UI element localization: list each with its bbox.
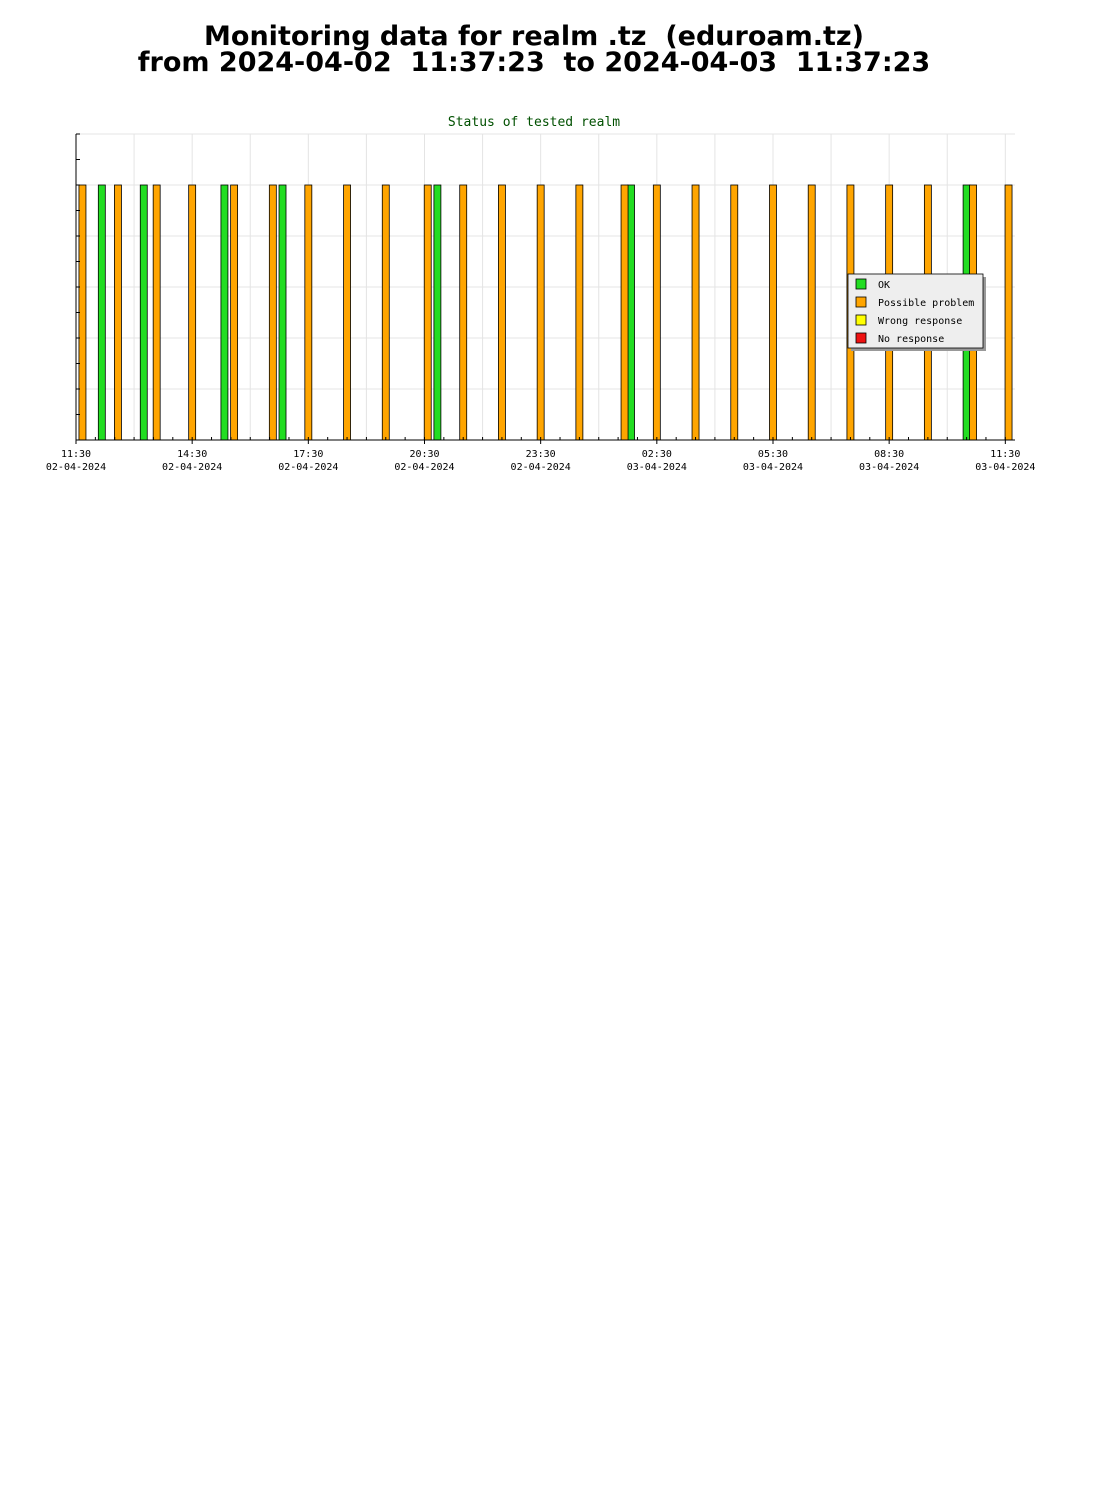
chart-axes [75, 133, 1015, 441]
bar-possible-problem-17 [730, 184, 739, 441]
legend-label-no-response: No response [878, 334, 944, 345]
bar-possible-problem-16 [691, 184, 700, 441]
bar-possible-problem-11 [498, 184, 506, 441]
x-tick-label-time: 11:30 [990, 449, 1020, 460]
x-tick-label-date: 03-04-2024 [975, 462, 1035, 473]
bar-possible-problem-7 [343, 184, 351, 441]
x-tick-label-time: 11:30 [61, 449, 91, 460]
bar-possible-problem-10 [459, 184, 468, 441]
bar-possible-problem-8 [381, 184, 390, 441]
status-chart: Status of tested realm 11:30 02-04-2024 14… [46, 115, 1036, 473]
legend-label-wrong-response: Wrong response [878, 316, 962, 327]
bar-possible-problem-24 [1004, 184, 1013, 441]
legend-swatch-ok [855, 278, 867, 290]
x-tick-label-time: 02:30 [642, 449, 672, 460]
bar-possible-problem-13 [575, 184, 584, 441]
chart-legend: OK Possible problem Wrong response No respo… [847, 273, 986, 351]
bar-possible-problem-15 [652, 184, 661, 441]
bar-ok-1 [139, 184, 148, 441]
bar-ok-0 [97, 184, 106, 441]
legend-swatch-no-response [855, 332, 867, 344]
x-tick-label-time: 23:30 [526, 449, 556, 460]
legend-swatch-wrong-response [855, 314, 867, 326]
title-line-realm: Monitoring data for realm .tz (eduroam.t… [204, 21, 864, 52]
x-tick-label-time: 17:30 [293, 449, 323, 460]
bar-possible-problem-9 [423, 184, 432, 441]
bar-possible-problem-19 [807, 184, 816, 441]
bar-ok-2 [220, 184, 229, 441]
bar-ok-4 [433, 184, 442, 441]
x-tick-label-date: 02-04-2024 [511, 462, 571, 473]
x-axis-ticks: 11:30 02-04-2024 14:30 02-04-2024 17:30 02-04… [46, 440, 1035, 473]
page-title: Monitoring data for realm .tz (eduroam.t… [0, 21, 1068, 78]
x-tick-label-time: 14:30 [177, 449, 207, 460]
bar-possible-problem-18 [769, 184, 777, 441]
x-tick-label-time: 20:30 [409, 449, 439, 460]
bar-possible-problem-4 [230, 184, 239, 441]
bar-possible-problem-5 [268, 184, 277, 441]
chart-title: Status of tested realm [448, 115, 620, 130]
legend-swatch-possible-problem [855, 296, 867, 308]
legend-label-possible-problem: Possible problem [878, 298, 974, 309]
legend-label-ok: OK [878, 280, 890, 291]
x-tick-label-date: 03-04-2024 [859, 462, 919, 473]
bar-possible-problem-1 [114, 184, 122, 441]
legend-box [847, 273, 984, 349]
x-tick-label-date: 02-04-2024 [162, 462, 222, 473]
x-tick-label-date: 03-04-2024 [627, 462, 687, 473]
bar-ok-5 [627, 184, 635, 441]
bar-possible-problem-3 [188, 184, 197, 441]
x-tick-label-date: 02-04-2024 [46, 462, 106, 473]
bar-possible-problem-14 [620, 184, 629, 441]
title-line-period: from 2024-04-02 11:37:23 to 2024-04-03 1… [137, 47, 931, 78]
bar-possible-problem-2 [152, 184, 161, 441]
bar-possible-problem-12 [536, 184, 545, 441]
x-tick-label-date: 03-04-2024 [743, 462, 803, 473]
bar-possible-problem-6 [304, 184, 313, 441]
x-tick-label-date: 02-04-2024 [278, 462, 338, 473]
bar-possible-problem-0 [78, 184, 87, 441]
x-tick-label-time: 05:30 [758, 449, 788, 460]
x-tick-label-time: 08:30 [874, 449, 904, 460]
bar-ok-3 [278, 184, 287, 441]
x-tick-label-date: 02-04-2024 [394, 462, 454, 473]
